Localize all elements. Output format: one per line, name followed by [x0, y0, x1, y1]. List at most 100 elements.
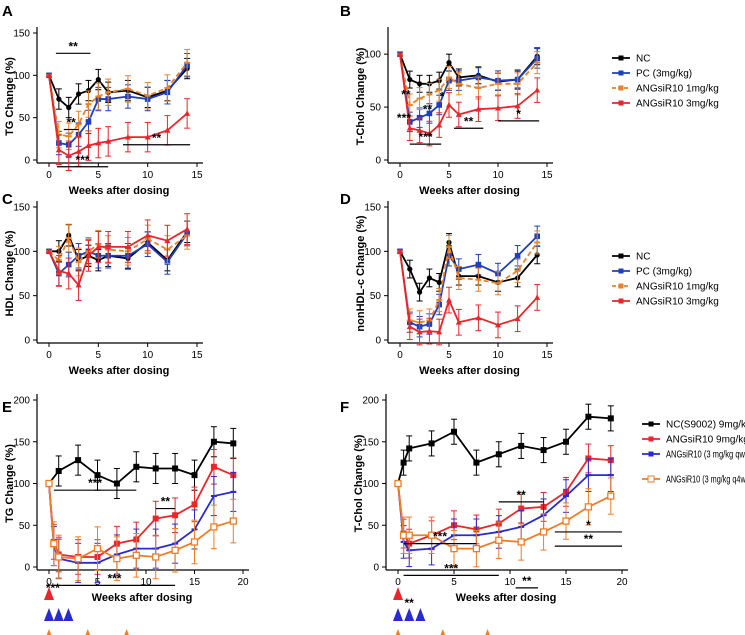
data-point: [534, 86, 541, 93]
legend-marker: [618, 70, 624, 76]
significance-stars: **: [464, 114, 474, 128]
data-point: [426, 130, 433, 136]
x-axis-label: Weeks after dosing: [419, 365, 520, 377]
legend-marker: [648, 421, 654, 427]
y-tick-label: 100: [364, 247, 381, 258]
y-tick-label: 150: [13, 29, 30, 40]
data-point: [436, 279, 442, 285]
legend: NC(S9002) 9mg/kg ANGsiR10 9mg/kg ANGsiR10 …: [642, 420, 745, 486]
y-axis-label: HDL Change (%): [4, 230, 16, 316]
data-point: [144, 232, 151, 238]
legend-marker: [618, 253, 624, 259]
legend-label: ANGsiR10 9mg/kg: [666, 435, 745, 446]
data-point: [56, 96, 62, 102]
data-point: [427, 531, 436, 539]
x-tick-label: 10: [142, 170, 154, 181]
data-point: [95, 76, 101, 83]
panel-f: F 0 50 100 150 200 0 5 10 15 20 Weeks after dosing T…: [340, 394, 745, 635]
series-3: [394, 477, 615, 568]
significance-stars: ***: [76, 153, 90, 167]
data-point: [514, 102, 521, 109]
panel-e: E05010015020005101520Weeks after dosingT…: [2, 394, 249, 635]
significance-stars: ***: [88, 476, 102, 490]
legend-label: ANGsiR10 (3 mg/kg qw X 3): [666, 450, 745, 461]
data-point: [171, 546, 179, 554]
x-axis-label: Weeks after dosing: [69, 365, 170, 377]
data-point: [562, 517, 570, 525]
significance-stars: **: [67, 116, 77, 130]
legend: NC PC (3mg/kg) ANGsiR10 1mg/kg ANGsiR10 3mg…: [612, 252, 719, 308]
legend-marker: [648, 436, 654, 442]
data-point: [417, 289, 423, 295]
data-point: [66, 104, 72, 111]
data-point: [184, 225, 191, 232]
dose-marker: [85, 629, 91, 635]
significance-stars: *: [440, 90, 445, 104]
dose-marker: [46, 629, 52, 635]
series-2: [46, 48, 191, 151]
data-point: [539, 528, 548, 536]
significance-stars: ***: [418, 130, 432, 144]
x-tick-label: 15: [541, 170, 553, 181]
x-tick-label: 5: [451, 577, 457, 588]
x-tick-label: 15: [191, 170, 203, 181]
data-point: [584, 503, 593, 511]
dose-marker: [63, 608, 74, 621]
y-tick-label: 0: [375, 336, 381, 347]
y-tick-label: 100: [13, 71, 30, 82]
x-tick-label: 5: [446, 350, 452, 361]
data-point: [406, 125, 413, 131]
significance-stars: **: [517, 488, 527, 502]
data-point: [426, 110, 433, 117]
data-point: [124, 133, 131, 140]
dose-marker: [124, 629, 129, 635]
significance-stars: ***: [444, 561, 458, 575]
data-point: [518, 505, 525, 512]
x-tick-label: 10: [140, 577, 152, 588]
data-point: [607, 415, 614, 422]
data-point: [406, 323, 413, 330]
panel-b: B 0 50 100 0 5 10 15 Weeks after dosing T-Chol Ch…: [340, 3, 719, 197]
y-axis-label: T-Chol Change (%): [355, 47, 367, 145]
x-axis-label: Weeks after dosing: [456, 592, 557, 604]
data-point: [473, 459, 480, 466]
data-point: [407, 76, 413, 83]
x-tick-label: 15: [541, 350, 553, 361]
panel-letter: C: [2, 191, 13, 208]
series-2: [46, 471, 237, 583]
data-point: [85, 142, 92, 149]
data-point: [144, 133, 151, 140]
data-point: [55, 467, 62, 474]
data-point: [229, 517, 237, 525]
significance-stars: **: [522, 574, 532, 588]
significance-stars: **: [401, 88, 411, 102]
significance-stars: ***: [107, 571, 121, 585]
dose-marker: [44, 608, 54, 621]
series-line: [397, 474, 611, 552]
x-tick-label: 10: [504, 577, 516, 588]
data-point: [400, 459, 407, 466]
data-point: [428, 440, 435, 447]
series-3: [46, 72, 191, 171]
series-0: [395, 403, 614, 487]
data-point: [405, 531, 413, 539]
data-point: [417, 81, 423, 87]
data-point: [472, 544, 481, 553]
x-axis-label: Weeks after dosing: [92, 592, 193, 604]
data-point: [436, 102, 442, 108]
data-point: [50, 539, 58, 548]
data-point: [75, 457, 82, 464]
data-point: [75, 281, 82, 288]
data-point: [95, 139, 102, 146]
data-point: [191, 501, 198, 508]
x-tick-label: 5: [96, 170, 102, 181]
data-point: [407, 266, 413, 272]
dose-marker: [393, 587, 403, 600]
legend-label: NC(S9002) 9mg/kg: [666, 420, 745, 431]
series-3: [397, 248, 541, 346]
data-point: [46, 248, 52, 254]
data-point: [455, 111, 462, 117]
data-point: [518, 442, 525, 449]
legend-label: ANGsiR10 1mg/kg: [636, 282, 719, 293]
legend-marker: [647, 475, 655, 483]
